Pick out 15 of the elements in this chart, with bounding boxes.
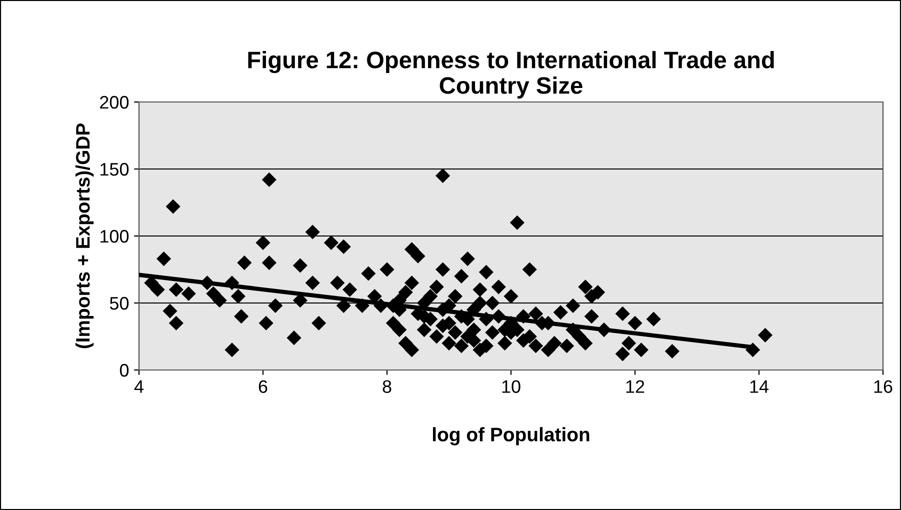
y-tick-label: 100 — [100, 230, 129, 243]
x-tick-label: 10 — [502, 380, 520, 393]
x-tick-label: 14 — [750, 380, 769, 393]
x-tick-label: 4 — [134, 380, 144, 393]
x-axis-title: log of Population — [432, 427, 590, 446]
y-tick-label: 0 — [120, 364, 129, 377]
chart-title: Figure 12: Openness to International Trade and Country Size — [248, 51, 774, 99]
y-tick-label: 200 — [100, 96, 129, 109]
y-axis-title: (Imports + Exports)/GDP — [75, 123, 94, 348]
y-tick-label: 50 — [110, 296, 129, 310]
x-tick-label: 12 — [626, 380, 644, 393]
y-tick-label: 150 — [100, 162, 129, 176]
x-tick-label: 16 — [874, 380, 892, 393]
x-tick-label: 6 — [258, 380, 268, 393]
x-tick-label: 8 — [382, 380, 392, 393]
